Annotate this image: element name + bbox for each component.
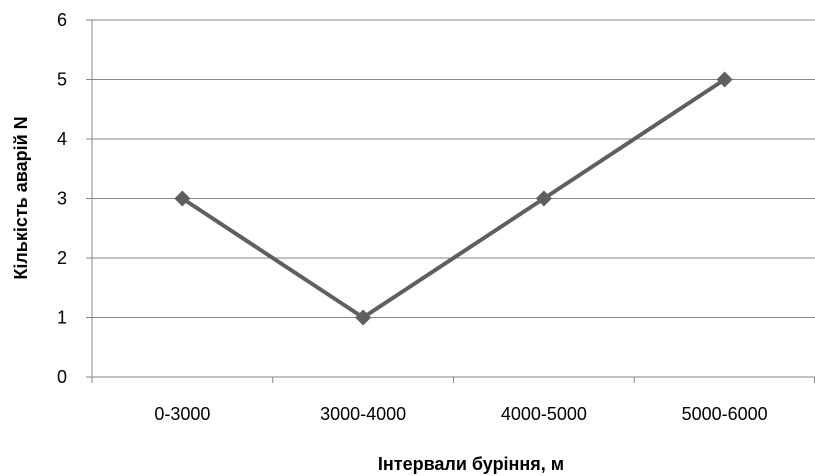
x-tick-label: 5000-6000 xyxy=(682,404,768,424)
y-tick-label: 1 xyxy=(57,308,67,328)
data-point-marker xyxy=(174,190,191,207)
x-tick-label: 0-3000 xyxy=(154,404,210,424)
y-tick-label: 0 xyxy=(57,367,67,387)
y-tick-label: 6 xyxy=(57,10,67,30)
x-tick-labels: 0-3000 3000-4000 4000-5000 5000-6000 xyxy=(154,404,767,424)
x-tick-label: 4000-5000 xyxy=(501,404,587,424)
grid-lines xyxy=(92,19,815,318)
data-point-marker xyxy=(716,71,733,88)
x-tick-label: 3000-4000 xyxy=(320,404,406,424)
y-tick-label: 3 xyxy=(57,189,67,209)
series-line xyxy=(180,77,727,320)
y-tick-label: 4 xyxy=(57,129,67,149)
series-layer xyxy=(174,71,733,326)
y-tick-labels: 0 1 2 3 4 5 6 xyxy=(57,10,67,387)
y-tick-label: 2 xyxy=(57,248,67,268)
data-point-marker xyxy=(535,190,552,207)
x-axis-title: Інтервали буріння, м xyxy=(378,454,564,474)
y-tick-label: 5 xyxy=(57,70,67,90)
y-axis-title: Кількість аварій N xyxy=(11,116,31,279)
data-point-marker xyxy=(355,309,372,326)
axes xyxy=(86,19,815,383)
